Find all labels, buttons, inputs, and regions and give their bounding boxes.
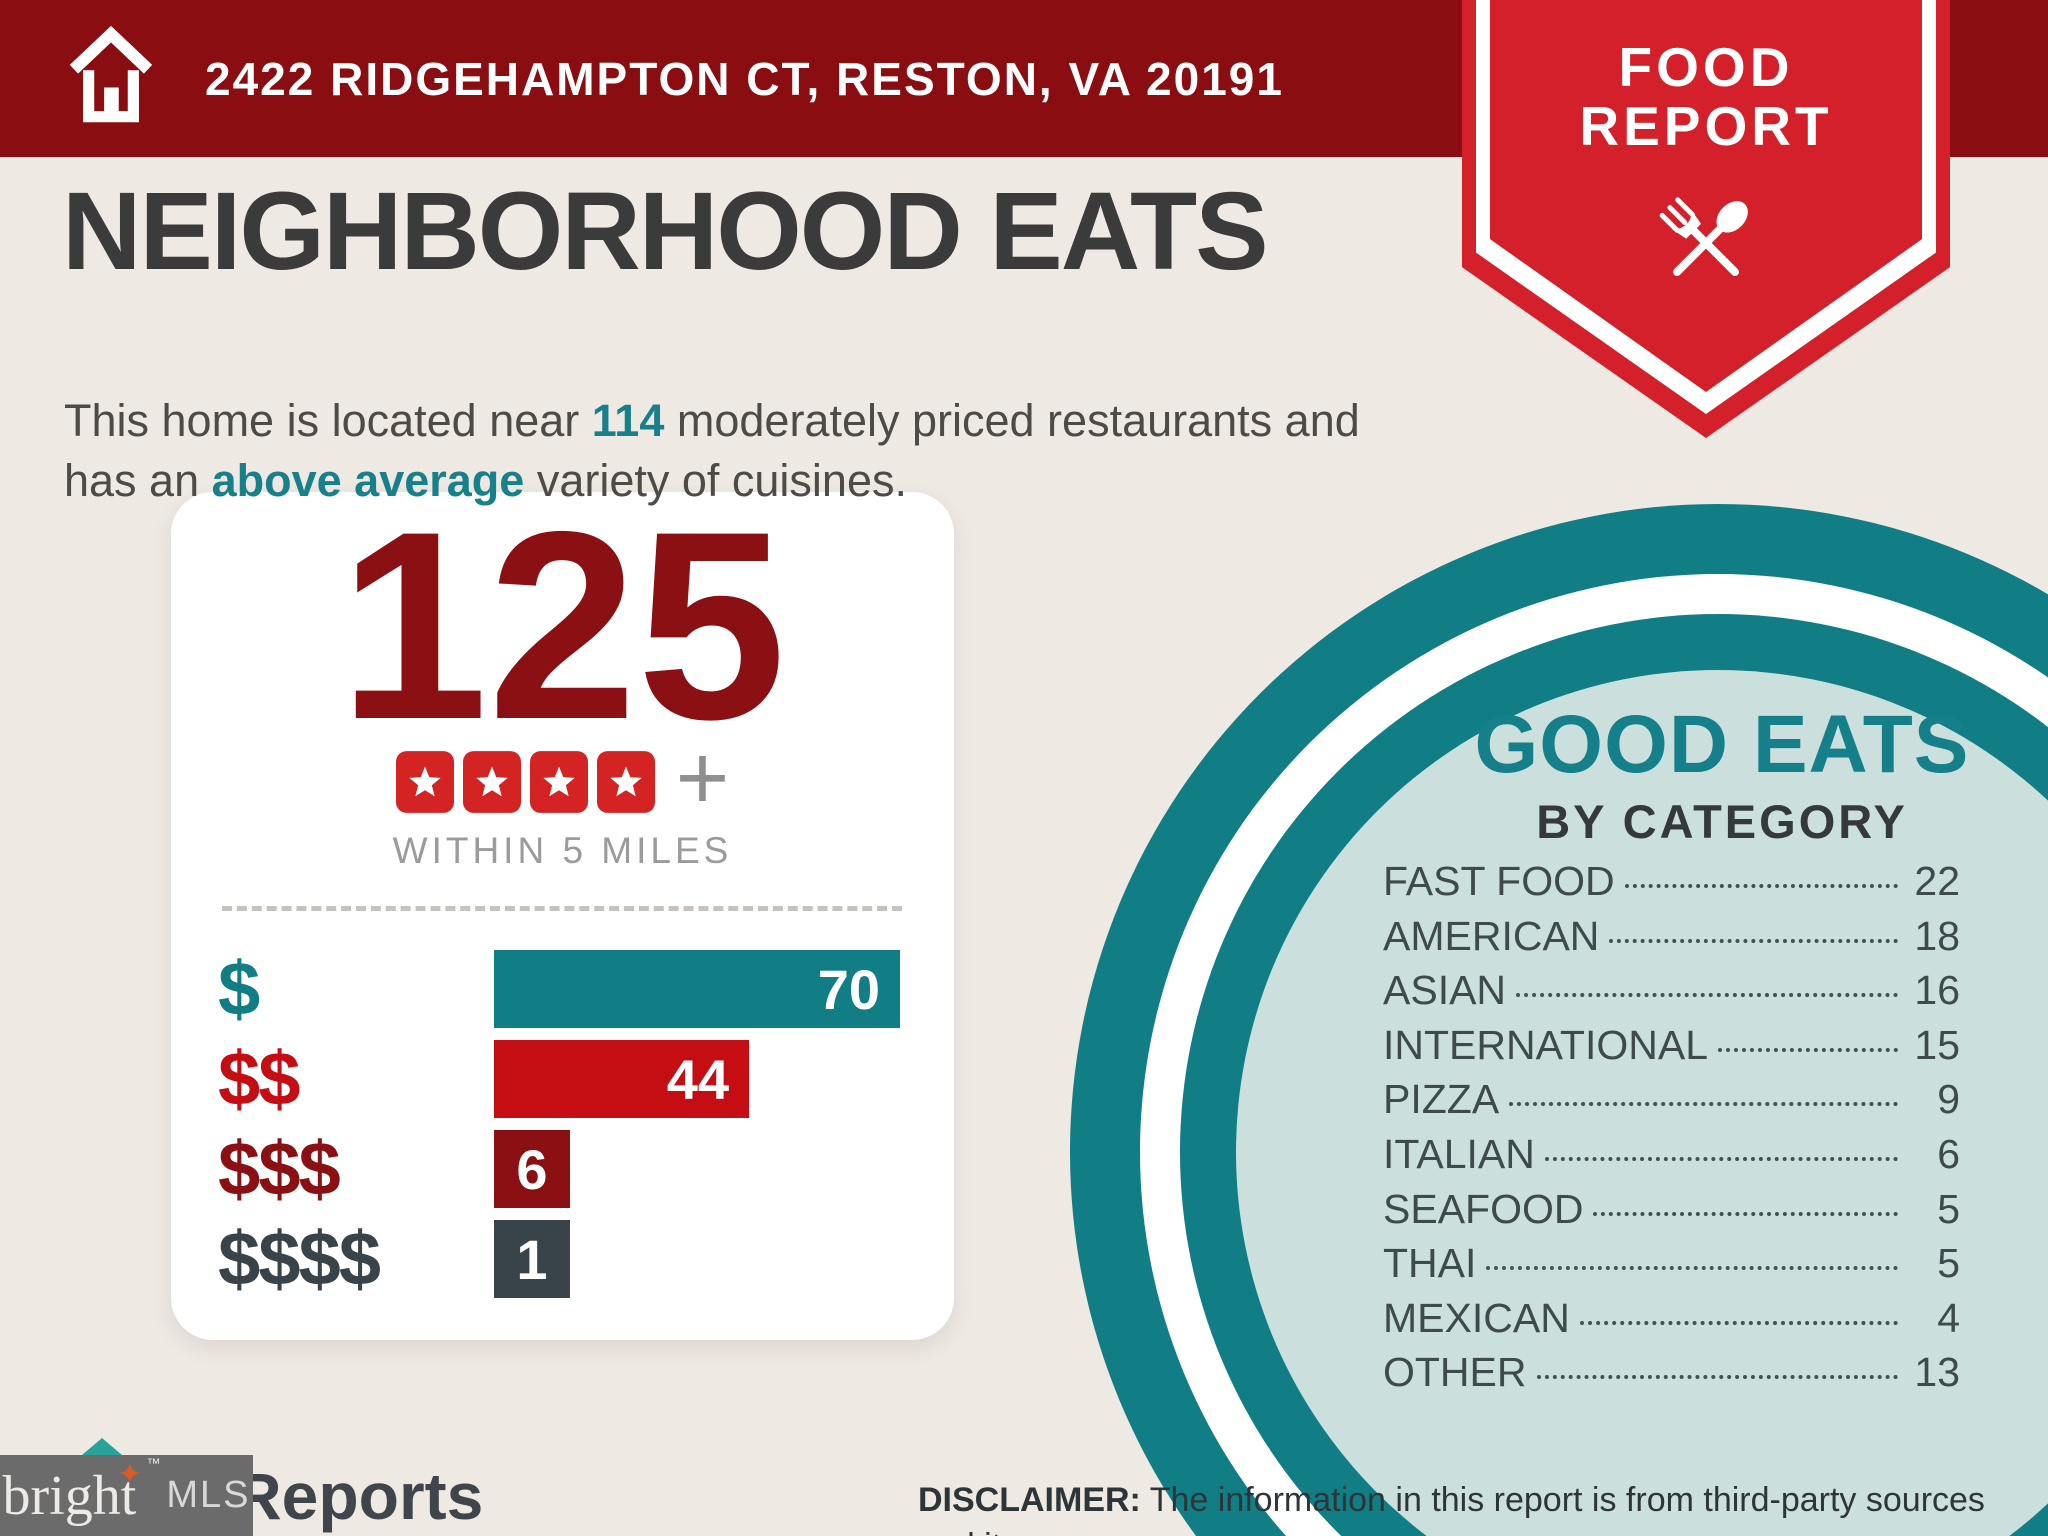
category-label: PIZZA <box>1383 1076 1500 1123</box>
price-tier-bar: 44 <box>494 1040 749 1118</box>
reports-logo-text: Reports <box>234 1459 484 1533</box>
category-row: FAST FOOD 22 <box>1383 858 1960 913</box>
category-label: THAI <box>1383 1240 1477 1287</box>
bright-word: bright <box>2 1464 137 1527</box>
category-row: ASIAN 16 <box>1383 967 1960 1022</box>
bar-value: 44 <box>666 1047 729 1111</box>
dotted-leader <box>1718 1047 1898 1052</box>
price-tier-label: $$$$ <box>218 1216 381 1302</box>
category-list: FAST FOOD 22 AMERICAN 18 ASIAN 16 INTERNATI… <box>1383 858 1960 1404</box>
disclaimer-label: DISCLAIMER: <box>918 1481 1141 1519</box>
dotted-leader <box>1609 938 1898 943</box>
plus-icon: + <box>675 727 730 829</box>
star-icon <box>462 751 521 813</box>
dashed-divider <box>222 906 902 911</box>
price-tier-bar: 1 <box>494 1220 570 1298</box>
trademark-symbol: ™ <box>146 1454 161 1471</box>
disclaimer-text: DISCLAIMER: The information in this repo… <box>918 1478 2048 1536</box>
home-icon <box>69 25 153 123</box>
good-eats-title: GOOD EATS <box>1474 699 1970 790</box>
dotted-leader <box>1624 884 1898 888</box>
ribbon-title-line1: FOOD <box>1618 36 1794 98</box>
intro-text-3: has an <box>64 454 212 506</box>
category-row: INTERNATIONAL 15 <box>1383 1022 1960 1077</box>
category-value: 13 <box>1914 1349 1960 1396</box>
food-report-ribbon: FOOD REPORT <box>1462 0 1950 438</box>
dotted-leader <box>1516 993 1898 998</box>
category-label: AMERICAN <box>1383 912 1600 959</box>
category-row: ITALIAN 6 <box>1383 1131 1960 1186</box>
good-eats-subtitle: BY CATEGORY <box>1536 795 1908 848</box>
category-row: AMERICAN 18 <box>1383 913 1960 968</box>
category-row: SEAFOOD 5 <box>1383 1186 1960 1241</box>
category-label: MEXICAN <box>1383 1294 1570 1341</box>
category-value: 5 <box>1937 1240 1960 1287</box>
category-value: 4 <box>1937 1294 1960 1341</box>
intro-text-1: This home is located near <box>64 395 592 446</box>
category-row: MEXICAN 4 <box>1383 1295 1960 1350</box>
page-title: NEIGHBORHOOD EATS <box>62 170 1269 293</box>
bright-mls-logo: bright ✦ ™ MLS <box>0 1455 253 1536</box>
category-row: PIZZA 9 <box>1383 1076 1960 1131</box>
restaurant-count-highlight: 114 <box>591 395 665 446</box>
dotted-leader <box>1544 1156 1898 1161</box>
price-tier-label: $ <box>218 946 260 1032</box>
category-label: ASIAN <box>1383 967 1507 1014</box>
star-rating: + <box>171 727 954 829</box>
category-label: ITALIAN <box>1383 1130 1535 1177</box>
dotted-leader <box>1579 1320 1898 1325</box>
price-tier-label: $$$ <box>218 1126 341 1212</box>
mls-wordmark: MLS <box>166 1474 251 1516</box>
price-tier-label: $$ <box>218 1036 301 1122</box>
disclaimer-line1: The information in this report is from t… <box>918 1481 1985 1536</box>
bar-value: 6 <box>516 1137 548 1201</box>
dotted-leader <box>1486 1266 1898 1271</box>
intro-text-4: variety of cuisines. <box>524 454 907 506</box>
variety-highlight: above average <box>211 454 525 506</box>
spoon-and-fork-icon <box>1659 197 1748 276</box>
price-tier-bar: 70 <box>494 950 900 1028</box>
bar-value: 70 <box>817 957 880 1021</box>
total-restaurant-count: 125 <box>338 475 787 775</box>
category-value: 18 <box>1914 912 1960 959</box>
category-row: OTHER 13 <box>1383 1349 1960 1404</box>
ribbon-title: FOOD REPORT <box>1462 38 1950 156</box>
property-address: 2422 RIDGEHAMPTON CT, RESTON, VA 20191 <box>205 52 1284 105</box>
radius-note: WITHIN 5 MILES <box>392 830 733 871</box>
category-value: 16 <box>1914 967 1960 1014</box>
category-value: 5 <box>1937 1185 1960 1232</box>
category-value: 15 <box>1914 1021 1960 1068</box>
category-label: OTHER <box>1383 1349 1527 1396</box>
dotted-leader <box>1593 1211 1898 1216</box>
star-icon <box>395 751 454 813</box>
category-value: 9 <box>1937 1076 1960 1123</box>
ribbon-title-line2: REPORT <box>1579 94 1833 157</box>
sparkle-icon: ✦ <box>117 1457 143 1491</box>
restaurant-summary-card: 125 + WITHIN 5 MILES $ 70 $$ 44 $$$ 6 $$… <box>171 475 954 1340</box>
price-tier-bar: 6 <box>494 1130 570 1208</box>
intro-paragraph: This home is located near 114 moderately… <box>64 391 1360 511</box>
category-label: INTERNATIONAL <box>1383 1021 1708 1068</box>
bar-value: 1 <box>516 1227 548 1291</box>
dotted-leader <box>1509 1102 1898 1107</box>
category-label: SEAFOOD <box>1383 1185 1584 1232</box>
dotted-leader <box>1536 1375 1898 1380</box>
category-value: 22 <box>1914 858 1960 904</box>
intro-text-2: moderately priced restaurants and <box>664 395 1360 446</box>
reports-roof-icon <box>82 1438 122 1455</box>
category-value: 6 <box>1937 1130 1960 1177</box>
bright-wordmark: bright ✦ ™ <box>2 1456 161 1527</box>
star-icon <box>529 751 588 813</box>
star-icon <box>596 751 655 813</box>
category-label: FAST FOOD <box>1383 858 1615 904</box>
category-row: THAI 5 <box>1383 1240 1960 1295</box>
